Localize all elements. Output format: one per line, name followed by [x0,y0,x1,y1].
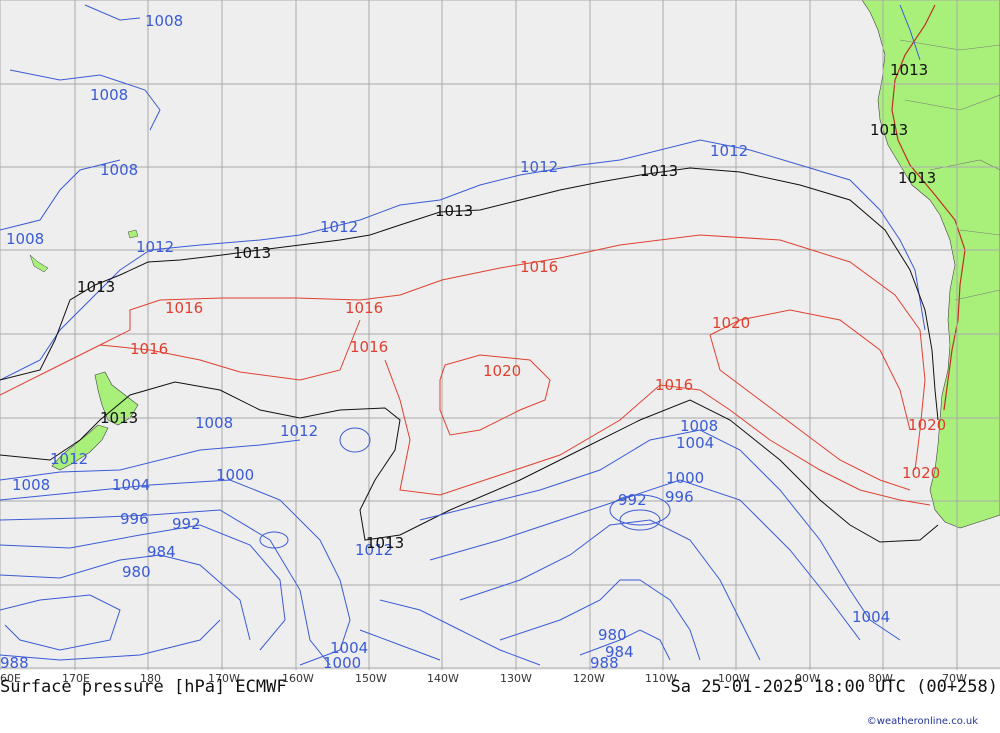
ocean-background [0,0,1000,670]
isobar-label: 1008 [6,230,44,248]
isobars-red [0,234,931,506]
lon-label: 70W [942,672,967,685]
isobars-blue-north [0,4,926,381]
lon-label: 120W [573,672,605,685]
isobar-label: 1013 [435,202,473,220]
isobar-label: 1012 [355,541,393,559]
isobar-label: 1008 [90,86,128,104]
isobar-label: 1004 [330,639,368,657]
isobar-label: 1013 [77,278,115,296]
isobar-label: 1016 [165,299,203,317]
isobar-label: 1008 [12,476,50,494]
isobar-label: 980 [122,563,151,581]
isobar-label: 996 [120,510,149,528]
isobar-label: 1013 [640,162,678,180]
lon-label: 170E [62,672,90,685]
lon-label: 150W [355,672,387,685]
isobar-label: 1020 [712,314,750,332]
isobar-label: 1013 [233,244,271,262]
isobar-label: 1012 [520,158,558,176]
pressure-map: 1008 1008 1008 1008 1012 1012 1012 1012 … [0,0,1000,670]
isobar-label: 980 [598,626,627,644]
lon-label: 90W [795,672,820,685]
lon-label: 160W [282,672,314,685]
credit-link[interactable]: ©weatheronline.co.uk [866,716,978,727]
isobar-label: 1012 [280,422,318,440]
graticule [0,0,1000,670]
valid-time: Sa 25-01-2025 18:00 UTC (00+258) [670,677,998,697]
map-title: Surface pressure [hPa] ECMWF [0,677,287,697]
lon-label: 110W [645,672,677,685]
isobar-label: 1016 [345,299,383,317]
isobar-label: 1013 [366,534,404,552]
isobar-label: 1016 [520,258,558,276]
isobar-label: 1013 [898,169,936,187]
isobar-label: 1012 [710,142,748,160]
lon-label: 140W [427,672,459,685]
andes-ridge [891,4,966,411]
isobar-label: 1016 [350,338,388,356]
isobar-label: 1004 [676,434,714,452]
isobar-label: 988 [0,654,29,670]
isobar-label: 1012 [136,238,174,256]
isobar-label: 1004 [112,476,150,494]
isobar-label: 984 [147,543,176,561]
isobar-label: 1013 [100,409,138,427]
lon-label: 100W [718,672,750,685]
lon-label: 130W [500,672,532,685]
isobar-label: 1008 [100,161,138,179]
lon-label-row: 60E 170E 180 170W 160W 150W 140W 130W 12… [0,672,1000,685]
fiji-islands [29,229,139,273]
isobar-label: 992 [618,491,647,509]
isobars-blue-south [0,427,901,666]
isobar-label: 1012 [320,218,358,236]
lon-label: 80W [868,672,893,685]
country-borders [899,39,1000,301]
isobar-label: 984 [605,643,634,661]
isobar-label: 1000 [216,466,254,484]
isobar-labels: 1008 1008 1008 1008 1012 1012 1012 1012 … [0,12,946,670]
isobar-label: 1008 [680,417,718,435]
lon-label: 180 [140,672,161,685]
isobar-label: 996 [665,488,694,506]
isobar-label: 992 [172,515,201,533]
isobar-1013 [0,167,939,543]
isobar-label: 1008 [195,414,233,432]
isobar-label: 1013 [870,121,908,139]
isobar-label: 1000 [666,469,704,487]
isobar-label: 1008 [145,12,183,30]
isobar-label: 1000 [323,654,361,670]
isobar-label: 1020 [908,416,946,434]
isobar-label: 1016 [130,340,168,358]
isobar-label: 1012 [50,450,88,468]
isobar-label: 1020 [483,362,521,380]
lon-label: 60E [0,672,21,685]
isobar-label: 988 [590,654,619,670]
lon-label: 170W [208,672,240,685]
isobar-label: 1004 [852,608,890,626]
isobar-label: 1016 [655,376,693,394]
isobar-label: 1020 [902,464,940,482]
isobar-label: 1013 [890,61,928,79]
